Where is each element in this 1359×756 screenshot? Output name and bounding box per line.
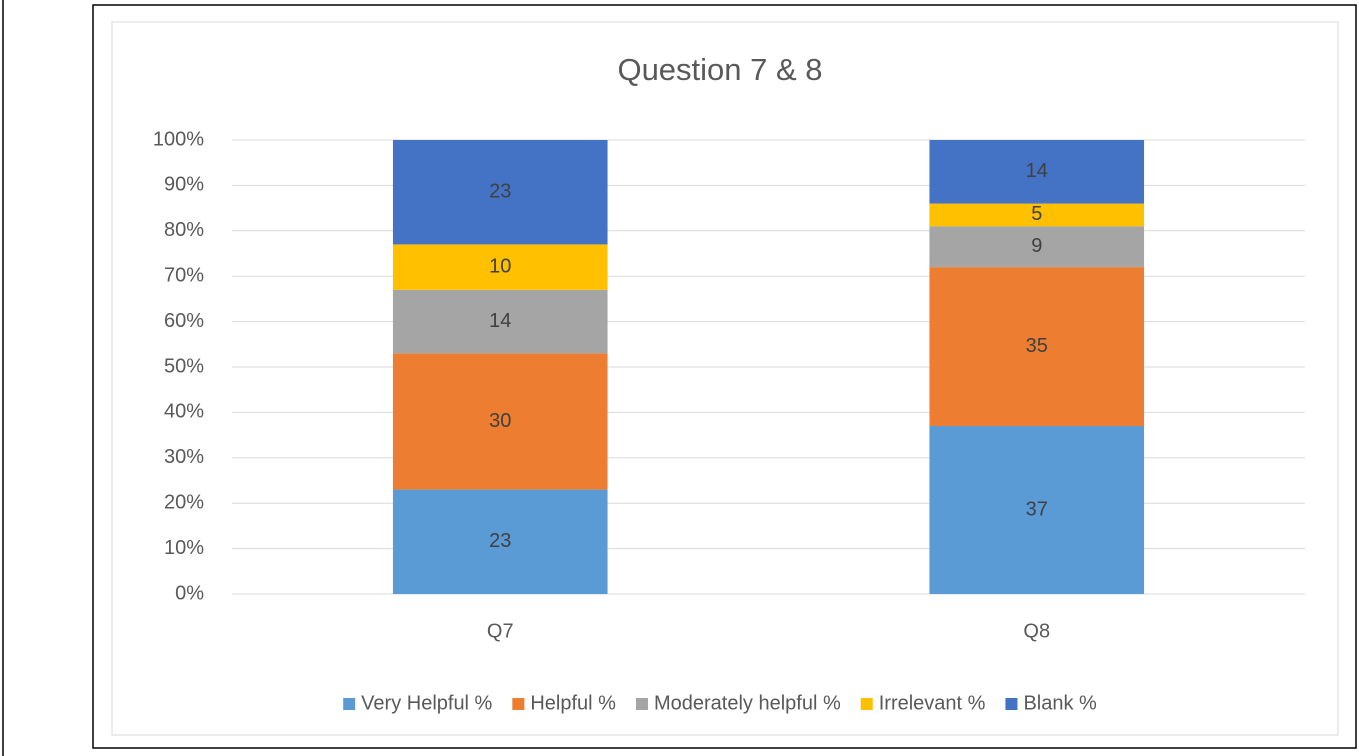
data-label: 14 bbox=[1026, 160, 1048, 182]
y-tick-label: 80% bbox=[164, 219, 204, 241]
y-tick-label: 100% bbox=[153, 128, 204, 150]
y-tick-label: 0% bbox=[175, 582, 204, 604]
bar-segment bbox=[392, 353, 608, 490]
y-tick-label: 40% bbox=[164, 401, 204, 423]
legend-label: Helpful % bbox=[530, 692, 616, 714]
data-label: 5 bbox=[1031, 203, 1042, 225]
chart-title: Question 7 & 8 bbox=[617, 52, 822, 87]
legend-label: Moderately helpful % bbox=[654, 692, 841, 714]
bar-segment bbox=[392, 489, 608, 594]
y-tick-label: 20% bbox=[164, 491, 204, 513]
data-label: 35 bbox=[1026, 335, 1048, 357]
data-label: 37 bbox=[1026, 498, 1048, 520]
legend-label: Irrelevant % bbox=[879, 692, 986, 714]
chart-frame bbox=[111, 21, 1339, 736]
y-tick-label: 70% bbox=[164, 264, 204, 286]
legend-swatch bbox=[860, 698, 873, 710]
y-tick-label: 50% bbox=[164, 355, 204, 377]
bar-segment bbox=[929, 140, 1145, 204]
bar-segment bbox=[392, 244, 608, 290]
y-tick-label: 60% bbox=[164, 310, 204, 332]
bar-segment bbox=[929, 267, 1145, 427]
data-label: 23 bbox=[489, 180, 511, 202]
data-label: 9 bbox=[1031, 235, 1042, 257]
y-tick-label: 10% bbox=[164, 537, 204, 559]
legend-swatch bbox=[635, 698, 648, 710]
bar-segment bbox=[929, 226, 1145, 268]
legend-label: Blank % bbox=[1023, 692, 1097, 714]
data-label: 30 bbox=[489, 410, 511, 432]
y-tick-label: 90% bbox=[164, 174, 204, 196]
legend-label: Very Helpful % bbox=[361, 692, 492, 714]
x-tick-label: Q8 bbox=[1023, 620, 1050, 642]
x-tick-label: Q7 bbox=[487, 620, 514, 642]
bar-segment bbox=[929, 203, 1145, 227]
bar-segment bbox=[392, 289, 608, 354]
bar-segment bbox=[929, 426, 1145, 594]
data-label: 10 bbox=[489, 255, 511, 277]
legend-swatch bbox=[512, 698, 525, 710]
legend-swatch bbox=[1005, 698, 1018, 710]
bar-segment bbox=[392, 140, 608, 245]
data-label: 23 bbox=[489, 530, 511, 552]
data-label: 14 bbox=[489, 310, 511, 332]
legend-swatch bbox=[343, 698, 356, 710]
y-tick-label: 30% bbox=[164, 446, 204, 468]
